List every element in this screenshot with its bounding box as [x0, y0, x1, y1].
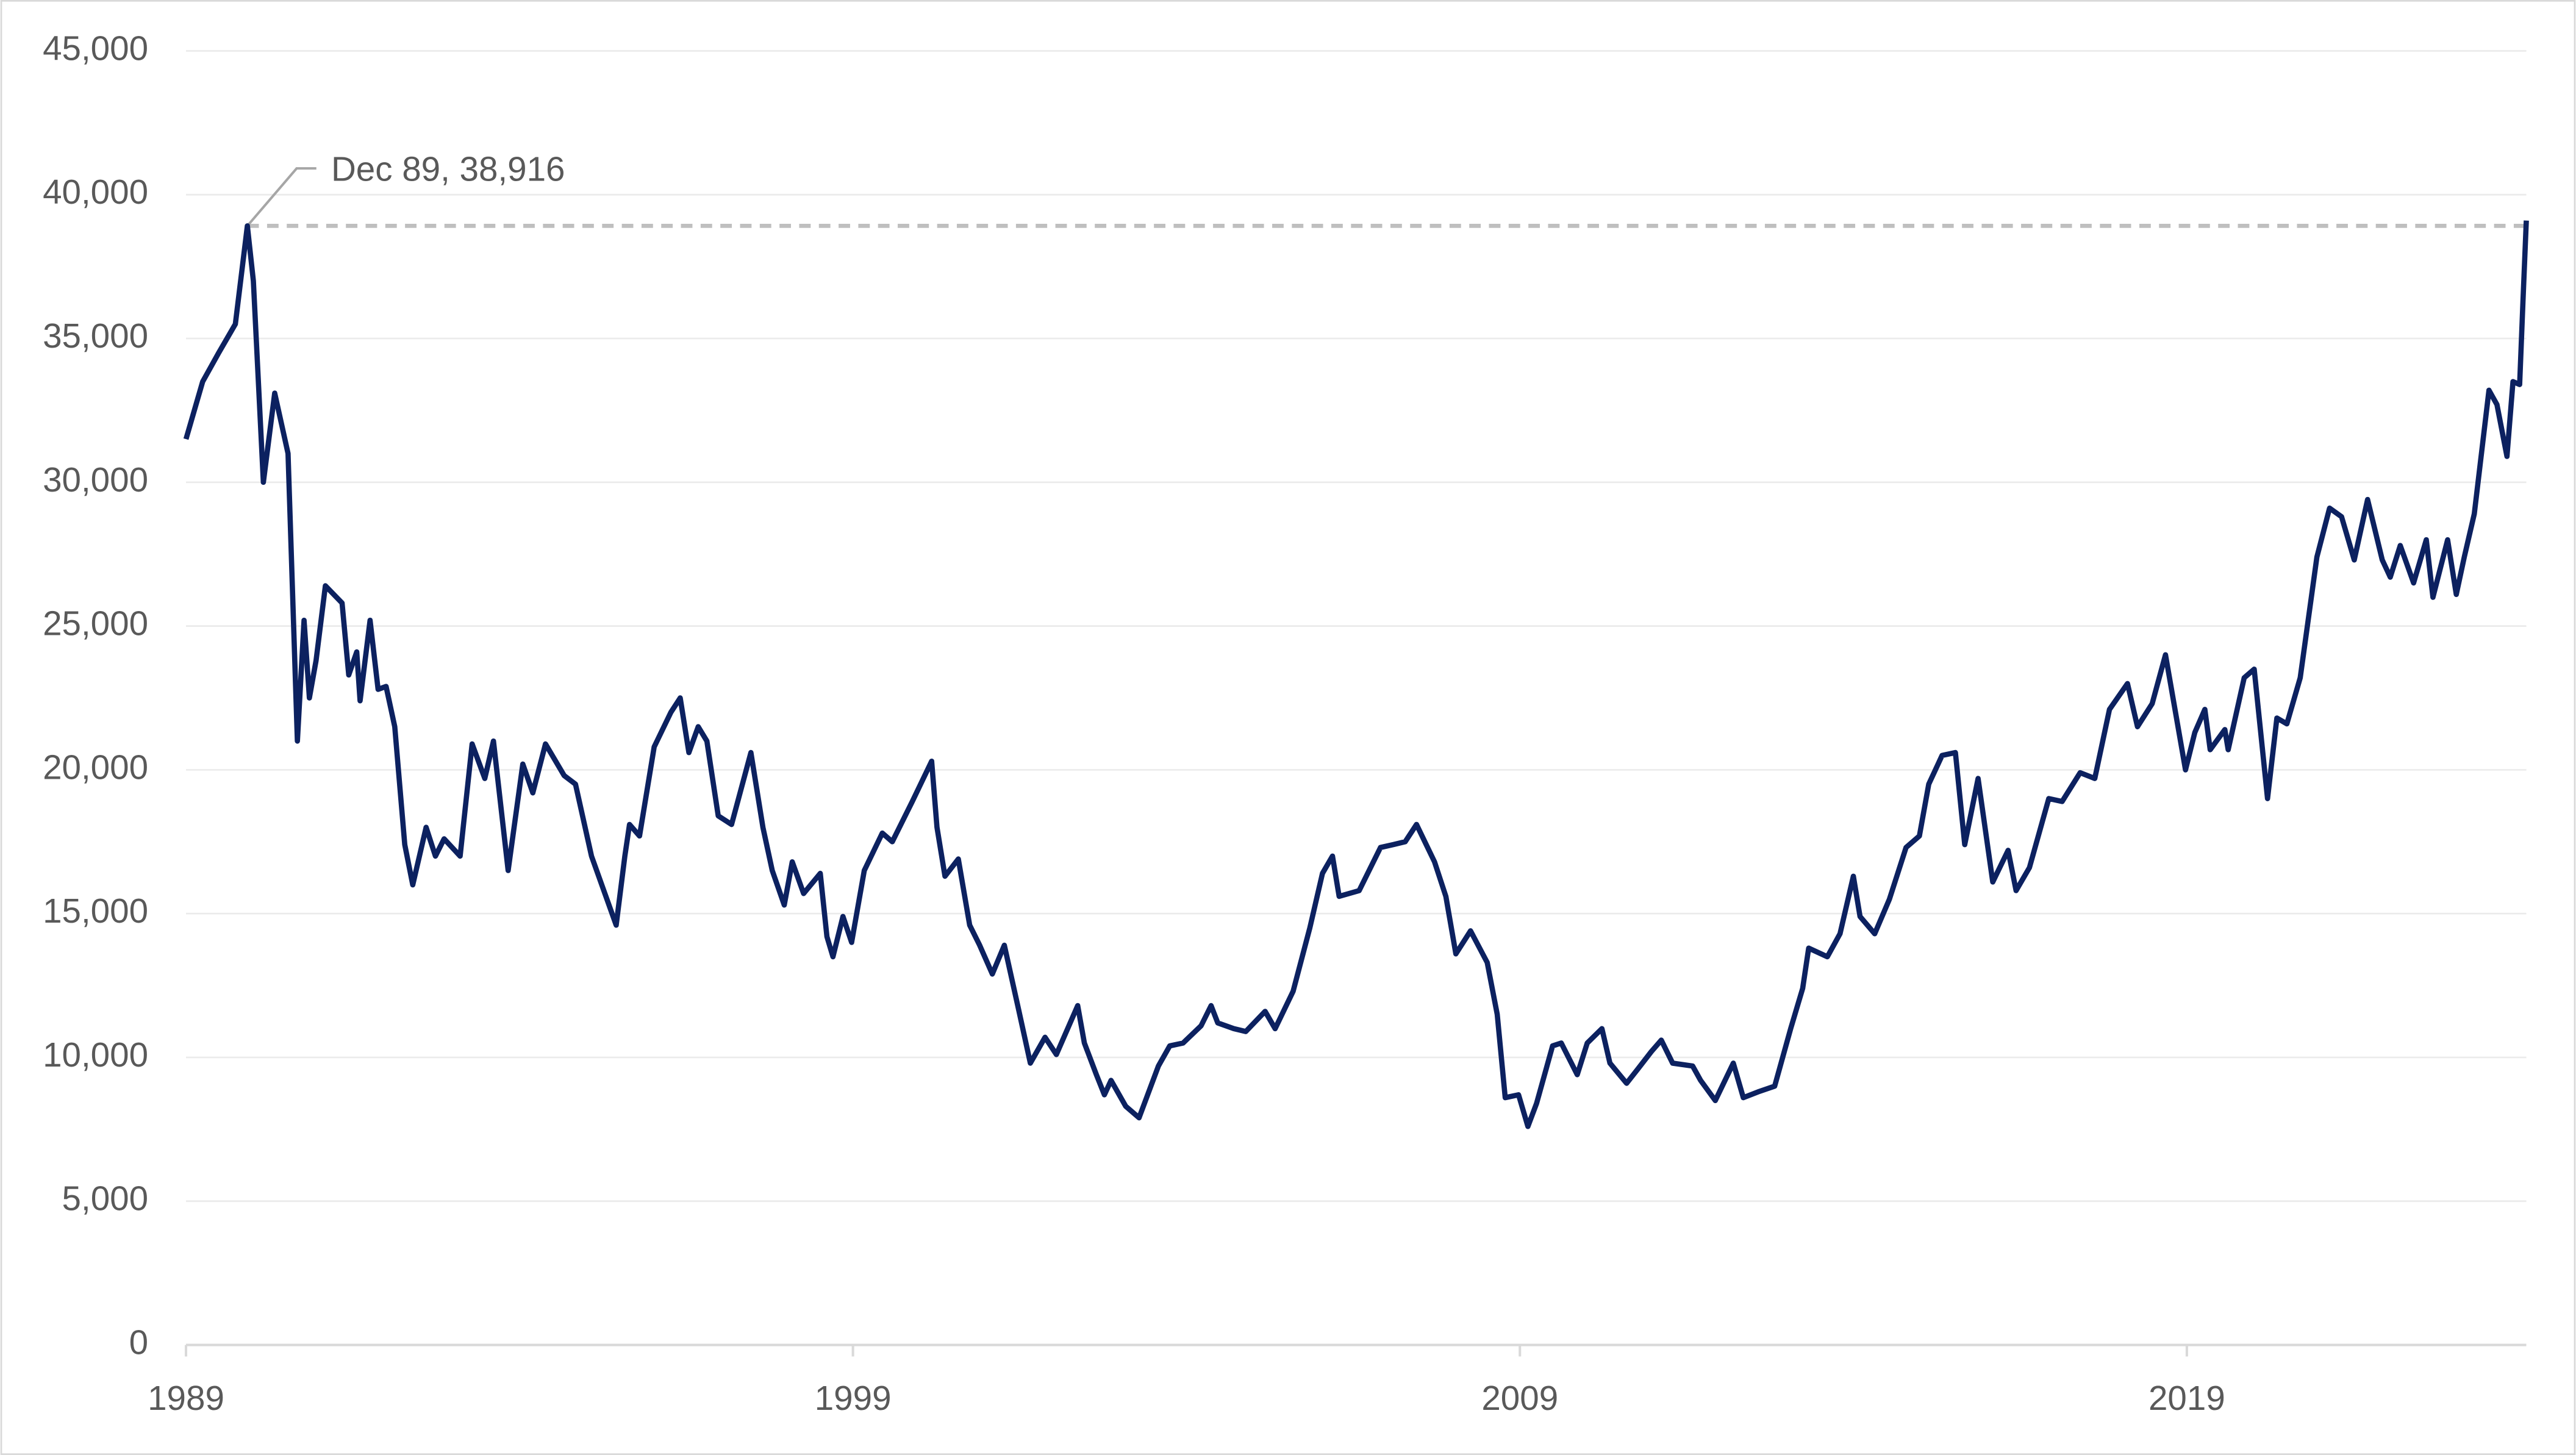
- y-tick-label: 35,000: [43, 316, 148, 355]
- annotation-label: Dec 89, 38,916: [331, 149, 565, 188]
- x-tick-label: 1989: [148, 1379, 224, 1417]
- line-series: [183, 220, 2529, 1129]
- y-tick-label: 15,000: [43, 892, 148, 930]
- y-tick-label: 25,000: [43, 604, 148, 643]
- y-tick-label: 5,000: [62, 1179, 149, 1218]
- x-tick-label: 2019: [2148, 1379, 2225, 1417]
- x-tick-label: 2009: [1481, 1379, 1558, 1417]
- y-tick-label: 40,000: [43, 173, 148, 211]
- y-tick-label: 45,000: [43, 29, 148, 67]
- y-tick-label: 10,000: [43, 1035, 148, 1074]
- x-tick-label: 1999: [815, 1379, 892, 1417]
- annotation-leader: [246, 167, 317, 227]
- y-tick-label: 30,000: [43, 460, 148, 499]
- y-tick-label: 20,000: [43, 748, 148, 786]
- y-tick-label: 0: [129, 1323, 148, 1362]
